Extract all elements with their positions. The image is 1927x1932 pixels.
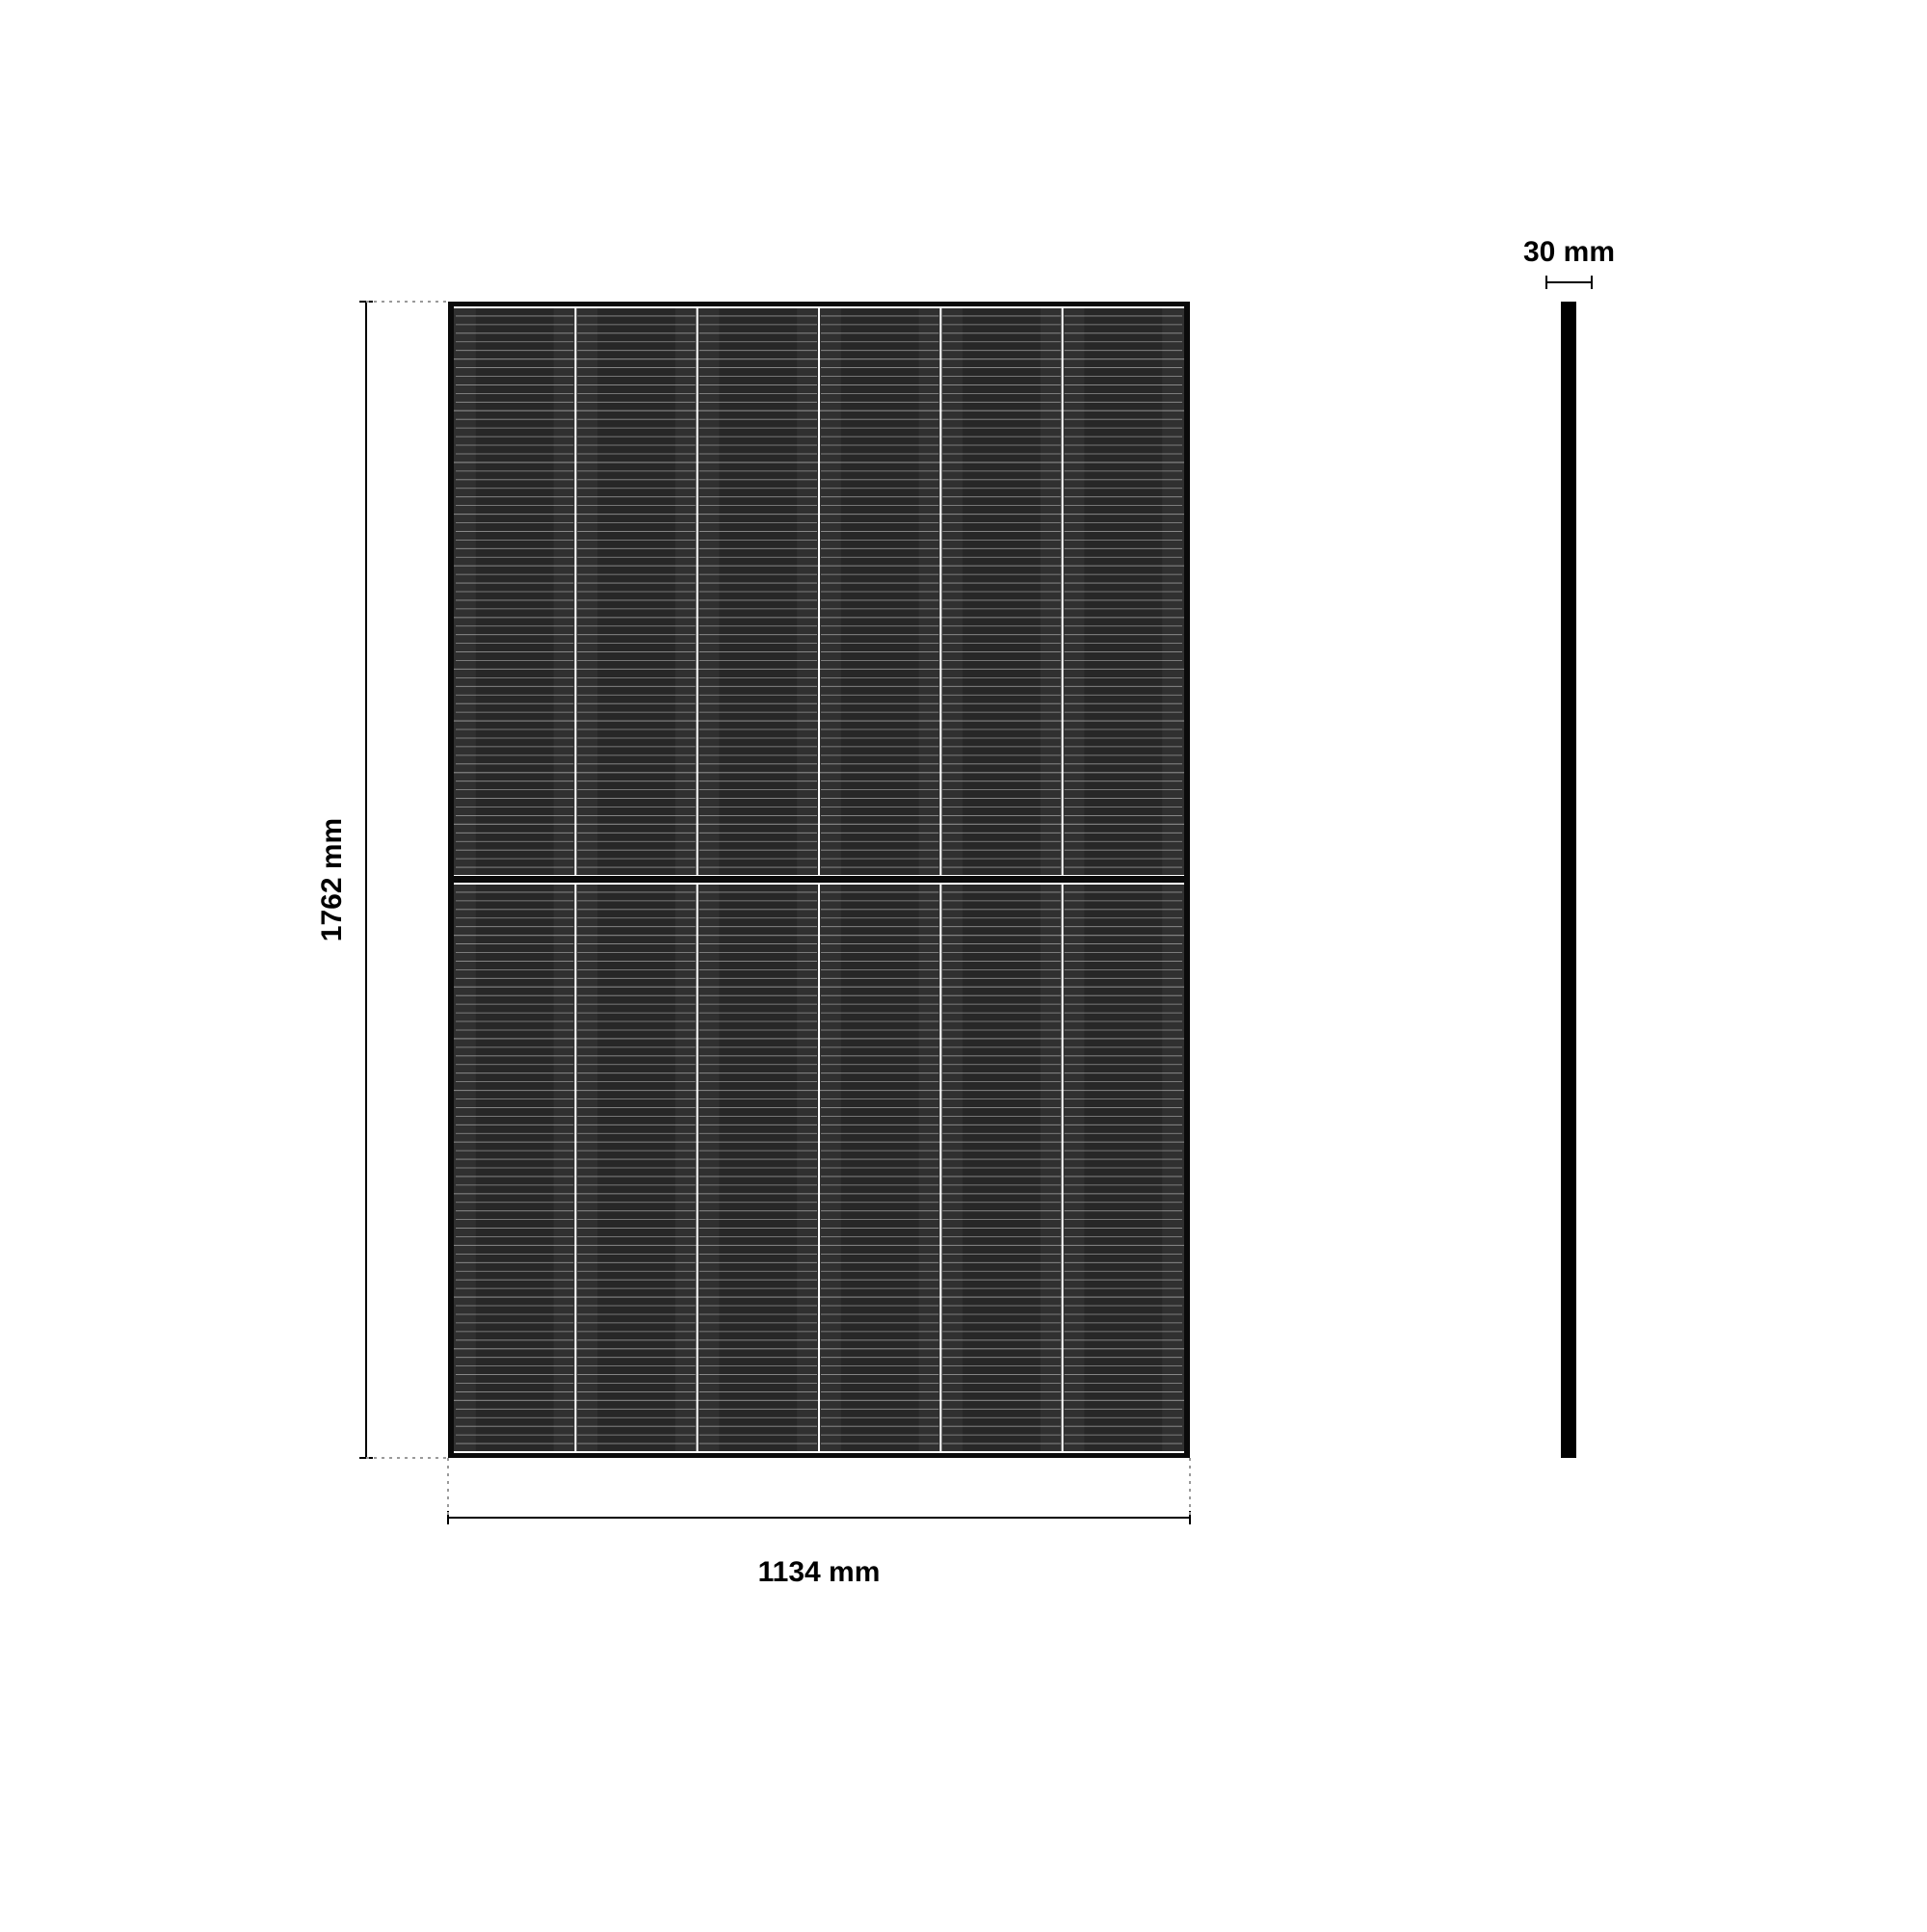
- dimension-label-height: 1762 mm: [316, 818, 349, 941]
- diagram-svg: [0, 0, 1927, 1927]
- dimension-label-depth: 30 mm: [1523, 236, 1615, 269]
- solar-panel-front: [448, 302, 1190, 1458]
- dimension-line-depth: [1546, 276, 1592, 289]
- dimension-line-height: [359, 302, 448, 1458]
- diagram-canvas: 1762 mm 1134 mm 30 mm: [0, 0, 1927, 1927]
- solar-panel-side: [1561, 302, 1576, 1458]
- dimension-line-width: [448, 1458, 1190, 1524]
- dimension-label-width: 1134 mm: [758, 1556, 881, 1589]
